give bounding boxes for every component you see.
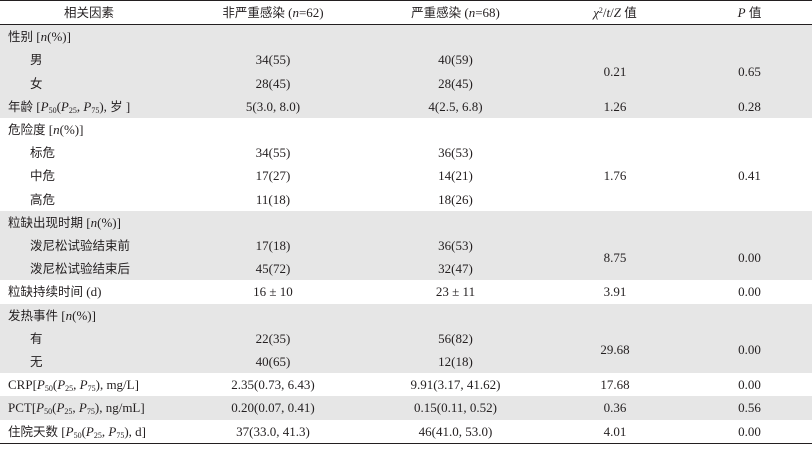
stat-value: 17.68	[600, 377, 630, 393]
table-row: 高危 11(18) 18(26)	[0, 188, 812, 211]
p-value: 0.00	[738, 284, 761, 300]
non-severe-value: 2.35(0.73, 6.43)	[231, 377, 315, 393]
non-severe-value: 45(72)	[178, 257, 368, 281]
row-label: 泼尼松试验结束后	[0, 257, 178, 281]
non-severe-value: 11(18)	[255, 191, 291, 207]
table-row: 泼尼松试验结束前 17(18) 36(53) 8.75 0.00	[0, 234, 812, 281]
p-value: 0.65	[687, 48, 812, 95]
table-row: CRP[P50(P25, P75), mg/L] 2.35(0.73, 6.43…	[0, 373, 812, 396]
stat-value: 0.21	[543, 48, 687, 95]
table-row: 性别 [n(%)]	[0, 24, 812, 49]
non-severe-value: 34(55)	[255, 145, 291, 161]
non-severe-value: 0.20(0.07, 0.41)	[178, 396, 368, 420]
p-value: 0.28	[687, 94, 812, 119]
non-severe-value: 40(65)	[178, 350, 368, 374]
table-row: 中危 17(27) 14(21)	[0, 164, 812, 187]
header-severe: 严重感染 (n=68)	[368, 0, 543, 26]
row-label: CRP[P50(P25, P75), mg/L]	[8, 377, 139, 394]
row-label: 无	[0, 350, 178, 374]
severe-value: 36(53)	[368, 234, 543, 258]
p-value: 0.00	[687, 326, 812, 374]
table-row: 年龄 [P50(P25, P75), 岁 ] 5(3.0, 8.0) 4(2.5…	[0, 94, 812, 119]
header-non-severe-n: (n=62)	[288, 5, 324, 20]
severe-value: 12(18)	[368, 350, 543, 374]
row-label: 粒缺出现时期 [n(%)]	[0, 210, 812, 235]
table-row: 粒缺出现时期 [n(%)]	[0, 210, 812, 235]
table-row: 住院天数 [P50(P25, P75), d] 37(33.0, 41.3) 4…	[0, 419, 812, 444]
stat-value: 3.91	[603, 284, 627, 300]
table-row: 泼尼松试验结束后 45(72) 32(47)	[0, 257, 812, 281]
row-label: 危险度 [n(%)]	[8, 122, 84, 138]
table-row: 危险度 [n(%)]	[0, 118, 812, 141]
p-value: 0.41	[738, 168, 761, 184]
table-row: 有 22(35) 56(82) 29.68 0.00	[0, 326, 812, 374]
stat-value: 0.36	[543, 396, 687, 420]
header-factor: 相关因素	[0, 0, 178, 26]
header-severe-n: (n=68)	[464, 5, 500, 20]
row-label: 发热事件 [n(%)]	[0, 303, 812, 327]
non-severe-value: 37(33.0, 41.3)	[178, 419, 368, 444]
stat-value: 1.76	[603, 168, 627, 184]
table-row: 粒缺持续时间 (d) 16 ± 10 23 ± 11 3.91 0.00	[0, 280, 812, 303]
table-row: 无 40(65) 12(18)	[0, 350, 812, 374]
severe-value: 0.15(0.11, 0.52)	[368, 396, 543, 420]
severe-value: 46(41.0, 53.0)	[368, 419, 543, 444]
p-value: 0.00	[687, 234, 812, 281]
non-severe-value: 16 ± 10	[253, 284, 293, 300]
comparison-table: 相关因素 非严重感染 (n=62) 严重感染 (n=68) χ2/t/Z 值 P…	[0, 0, 812, 444]
p-value: 0.00	[687, 419, 812, 444]
table-body: 性别 [n(%)] 男 34(55) 40(59) 0.21 0.65 女 28…	[0, 24, 812, 444]
non-severe-value: 28(45)	[178, 71, 368, 95]
row-label: 高危	[30, 191, 56, 207]
p-value: 0.56	[687, 396, 812, 420]
severe-value: 14(21)	[438, 168, 473, 184]
row-label: 性别 [n(%)]	[0, 24, 812, 49]
severe-value: 23 ± 11	[435, 284, 476, 300]
table-row: 发热事件 [n(%)]	[0, 303, 812, 327]
row-label: 住院天数 [P50(P25, P75), d]	[0, 419, 178, 444]
row-label: 有	[0, 326, 178, 351]
table-row: 男 34(55) 40(59) 0.21 0.65	[0, 48, 812, 95]
severe-value: 9.91(3.17, 41.62)	[410, 377, 501, 393]
severe-value: 18(26)	[438, 191, 473, 207]
header-severe-label: 严重感染	[411, 5, 462, 20]
table-row: 标危 34(55) 36(53) 1.76 0.41	[0, 141, 812, 183]
p-value: 0.00	[738, 377, 761, 393]
table-row: 女 28(45) 28(45)	[0, 71, 812, 95]
row-label: 中危	[30, 168, 56, 184]
stat-value: 1.26	[543, 94, 687, 119]
header-p: P 值	[687, 0, 812, 26]
severe-value: 4(2.5, 6.8)	[368, 94, 543, 119]
non-severe-value: 17(18)	[178, 234, 368, 258]
non-severe-value: 22(35)	[178, 326, 368, 351]
severe-value: 40(59)	[368, 48, 543, 72]
header-non-severe-label: 非严重感染	[222, 5, 285, 20]
non-severe-value: 5(3.0, 8.0)	[178, 94, 368, 119]
severe-value: 56(82)	[368, 326, 543, 351]
table-row: PCT[P50(P25, P75), ng/mL] 0.20(0.07, 0.4…	[0, 396, 812, 420]
severe-value: 32(47)	[368, 257, 543, 281]
table-header: 相关因素 非严重感染 (n=62) 严重感染 (n=68) χ2/t/Z 值 P…	[0, 0, 812, 26]
row-label: 粒缺持续时间 (d)	[8, 284, 102, 300]
header-row: 相关因素 非严重感染 (n=62) 严重感染 (n=68) χ2/t/Z 值 P…	[0, 0, 812, 26]
row-label: 男	[0, 48, 178, 72]
row-label: 标危	[30, 145, 56, 161]
non-severe-value: 17(27)	[255, 168, 291, 184]
stat-value: 8.75	[543, 234, 687, 281]
row-label: 年龄 [P50(P25, P75), 岁 ]	[0, 94, 178, 119]
stat-value: 4.01	[543, 419, 687, 444]
header-stat: χ2/t/Z 值	[543, 0, 687, 26]
severe-value: 36(53)	[438, 145, 473, 161]
row-label: 女	[0, 71, 178, 95]
stat-value: 29.68	[543, 326, 687, 374]
row-label: 泼尼松试验结束前	[0, 234, 178, 258]
header-non-severe: 非严重感染 (n=62)	[178, 0, 368, 26]
severe-value: 28(45)	[368, 71, 543, 95]
row-label: PCT[P50(P25, P75), ng/mL]	[0, 396, 178, 420]
non-severe-value: 34(55)	[178, 48, 368, 72]
